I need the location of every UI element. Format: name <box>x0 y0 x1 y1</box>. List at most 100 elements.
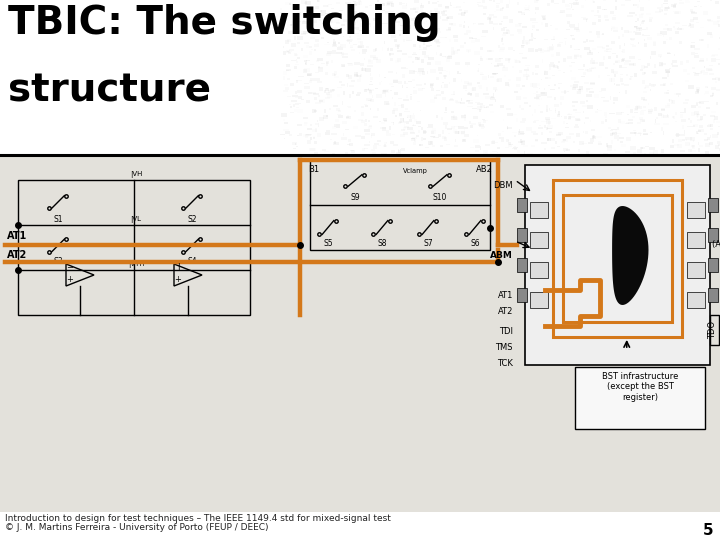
Bar <box>500 47 505 50</box>
Bar <box>614 60 618 63</box>
Bar <box>705 86 708 88</box>
Bar <box>410 130 413 133</box>
Bar <box>603 56 606 59</box>
Bar <box>477 106 482 110</box>
Bar <box>297 57 300 59</box>
Bar <box>432 145 435 146</box>
Bar <box>305 62 307 65</box>
Bar <box>573 2 579 5</box>
Bar <box>323 5 328 6</box>
Bar <box>361 136 365 139</box>
Bar <box>418 130 420 133</box>
Bar <box>665 69 670 73</box>
Bar <box>526 42 528 45</box>
Bar <box>319 100 323 102</box>
Bar <box>295 54 298 56</box>
Bar <box>303 117 308 119</box>
Bar <box>297 109 303 113</box>
Bar <box>569 133 575 135</box>
Bar <box>396 152 401 155</box>
Bar <box>492 23 498 25</box>
Bar <box>559 96 564 100</box>
Bar <box>698 106 701 107</box>
Bar <box>315 141 317 144</box>
Bar <box>634 106 638 110</box>
Bar <box>649 147 654 150</box>
Bar <box>685 80 689 82</box>
Bar <box>448 28 451 30</box>
Bar <box>413 143 415 145</box>
Bar <box>433 137 439 138</box>
Bar <box>613 97 618 101</box>
Bar <box>414 0 418 3</box>
Bar <box>667 90 669 91</box>
Bar <box>372 152 376 154</box>
Bar <box>512 66 514 68</box>
Bar <box>579 86 582 90</box>
Bar <box>579 141 584 145</box>
Bar <box>474 145 480 147</box>
Bar <box>672 65 678 67</box>
Bar <box>535 49 538 52</box>
Bar <box>587 94 592 97</box>
Bar <box>585 48 590 50</box>
Bar <box>461 114 466 118</box>
Bar <box>532 25 535 28</box>
Bar <box>632 116 634 118</box>
Bar <box>304 60 307 62</box>
Bar <box>369 5 372 6</box>
Bar <box>690 138 696 141</box>
Bar <box>696 102 701 103</box>
Bar <box>546 121 551 124</box>
Bar <box>347 144 350 145</box>
Bar <box>575 124 577 126</box>
Bar <box>492 0 495 2</box>
Bar <box>521 141 525 145</box>
Bar <box>637 106 642 110</box>
Bar <box>347 83 348 87</box>
Bar <box>442 137 446 139</box>
Bar <box>464 117 467 120</box>
Bar <box>647 14 651 15</box>
Bar <box>557 114 560 117</box>
Bar <box>696 87 701 91</box>
Bar <box>432 29 433 30</box>
Bar <box>490 111 494 113</box>
Bar <box>639 117 643 120</box>
Bar <box>346 3 350 5</box>
Bar <box>492 72 495 75</box>
Bar <box>529 10 530 11</box>
Bar <box>321 10 326 14</box>
Bar <box>366 68 371 72</box>
Bar <box>352 26 356 29</box>
Bar <box>402 85 403 88</box>
Text: S3: S3 <box>53 258 63 267</box>
Bar <box>696 103 698 106</box>
Bar <box>598 143 602 145</box>
Bar <box>428 141 433 145</box>
Bar <box>589 68 594 69</box>
Bar <box>358 40 361 43</box>
Bar <box>383 90 387 91</box>
Bar <box>297 97 302 99</box>
Bar <box>682 25 687 26</box>
Bar <box>405 3 407 6</box>
Bar <box>640 69 643 71</box>
Bar <box>309 46 312 48</box>
Bar <box>643 129 647 132</box>
Bar <box>344 129 348 130</box>
Bar <box>422 12 425 16</box>
Bar <box>583 72 586 75</box>
Bar <box>515 24 521 28</box>
Bar <box>621 112 624 113</box>
Bar <box>620 140 623 143</box>
Bar <box>633 63 636 66</box>
Bar <box>384 101 389 105</box>
Bar <box>675 134 680 137</box>
Bar <box>411 18 417 21</box>
Bar <box>584 122 585 124</box>
Bar <box>688 143 690 145</box>
Bar <box>478 5 483 6</box>
Bar <box>624 84 629 86</box>
Bar <box>693 124 698 127</box>
